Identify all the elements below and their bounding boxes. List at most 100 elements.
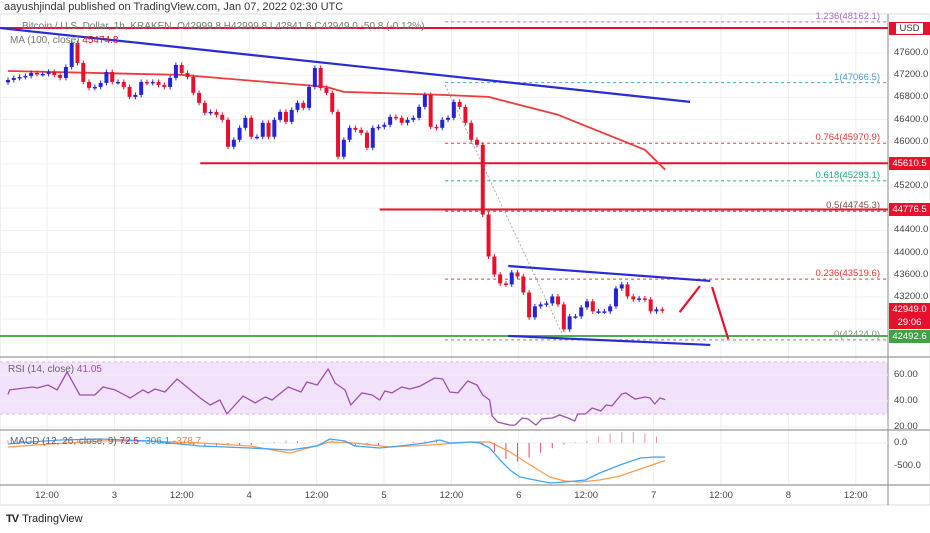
ma-legend: MA (100, close) 45474.8 <box>10 35 118 46</box>
bearish-candle <box>324 87 329 93</box>
fib-level-label: 0.236(43519.6) <box>815 268 880 280</box>
bullish-candle <box>573 316 578 318</box>
bullish-candle <box>278 111 283 120</box>
bearish-candle <box>127 86 132 97</box>
bearish-candle <box>144 81 149 84</box>
bearish-candle <box>457 101 462 107</box>
fib-level-label: 1.236(48162.1) <box>815 10 880 22</box>
bearish-candle <box>353 127 358 130</box>
bullish-candle <box>168 77 173 87</box>
bearish-candle <box>34 72 39 75</box>
bearish-candle <box>249 117 254 137</box>
bullish-candle <box>417 106 422 118</box>
bullish-candle <box>579 307 584 317</box>
bearish-candle <box>220 114 225 120</box>
support-badge-42492: 42492.6 <box>889 329 930 343</box>
price-tick-label: 44000.0 <box>894 246 929 258</box>
bearish-candle <box>81 62 86 82</box>
bearish-candle <box>58 74 63 78</box>
macd-signal-line <box>7 440 666 483</box>
bullish-candle <box>243 117 248 128</box>
time-tick-label: 6 <box>516 490 522 501</box>
bullish-candle <box>654 309 659 312</box>
symbol-legend: Bitcoin / U.S. Dollar, 1h, KRAKEN O42999… <box>22 21 424 32</box>
bearish-candle <box>480 144 485 215</box>
price-tick-label: 46000.0 <box>894 135 929 147</box>
bullish-candle <box>585 301 589 308</box>
bullish-candle <box>272 119 277 137</box>
descending-resistance-trendline <box>0 26 691 103</box>
bearish-candle <box>492 256 497 275</box>
bearish-candle <box>648 299 653 312</box>
ma-value: 45474.8 <box>82 35 119 46</box>
tradingview-logo[interactable]: TV TradingView <box>6 513 83 525</box>
resistance-badge-45610: 45610.5 <box>889 156 930 170</box>
projection-down-trendline <box>711 286 730 340</box>
time-tick-label: 7 <box>650 490 657 501</box>
fib-level-label: 0.618(45293.1) <box>815 169 880 181</box>
bearish-candle <box>359 129 364 133</box>
bearish-candle <box>162 84 167 87</box>
bullish-candle <box>613 288 618 307</box>
bearish-candle <box>121 81 126 87</box>
price-tick-label: 46400.0 <box>894 113 929 125</box>
bearish-candle <box>631 296 636 300</box>
bullish-candle <box>567 316 572 330</box>
bearish-candle <box>226 119 231 147</box>
bullish-candle <box>347 127 352 140</box>
fib-level-label: 1(47066.5) <box>834 71 880 83</box>
bullish-candle <box>133 94 138 97</box>
bearish-candle <box>336 111 341 157</box>
brand-name: TradingView <box>22 513 83 525</box>
bearish-candle <box>301 102 306 108</box>
bearish-candle <box>214 111 219 115</box>
bullish-candle <box>295 102 300 110</box>
currency-label[interactable]: USD <box>896 23 923 34</box>
bullish-candle <box>602 311 607 313</box>
last-price-badge: 42949.0 29:06 <box>889 302 930 329</box>
bearish-candle <box>393 116 398 119</box>
bullish-candle <box>6 79 10 83</box>
time-tick-label: 12:00 <box>169 490 194 501</box>
channel-top-trendline <box>508 264 711 283</box>
bearish-candle <box>87 81 92 88</box>
time-tick-label: 3 <box>111 490 118 501</box>
bullish-candle <box>376 126 381 129</box>
bullish-candle <box>382 124 387 127</box>
last-price: 42949.0 <box>892 303 927 315</box>
price-tick-label: 43200.0 <box>894 290 929 302</box>
time-tick-label: 12:00 <box>843 490 868 501</box>
bullish-candle <box>208 111 213 114</box>
bullish-candle <box>150 81 155 84</box>
bearish-candle <box>625 284 630 297</box>
bearish-candle <box>469 122 474 140</box>
top-line-badge: USD <box>889 22 930 35</box>
chart-frame <box>0 13 930 506</box>
bearish-candle <box>474 139 479 145</box>
bullish-candle <box>23 75 28 78</box>
bearish-candle <box>642 298 647 300</box>
bearish-candle <box>283 111 288 122</box>
bearish-candle <box>179 64 184 73</box>
rsi-legend: RSI (14, close) 41.05 <box>8 364 102 375</box>
bullish-candle <box>46 71 51 74</box>
bearish-candle <box>266 122 271 137</box>
channel-bottom-trendline <box>508 334 711 347</box>
bearish-candle <box>503 283 508 285</box>
bearish-candle <box>197 92 202 103</box>
projection-up-trendline <box>678 285 701 313</box>
bullish-candle <box>139 81 144 95</box>
bullish-candle <box>237 127 242 140</box>
time-tick-label: 12:00 <box>574 490 599 501</box>
bullish-candle <box>550 296 555 304</box>
bearish-candle <box>521 276 526 293</box>
price-tick-label: 45200.0 <box>894 180 929 191</box>
rsi-value: 41.05 <box>76 364 102 375</box>
bearish-candle <box>515 272 520 277</box>
bearish-candle <box>318 67 323 88</box>
bullish-candle <box>544 303 549 305</box>
bullish-candle <box>289 109 294 122</box>
time-tick-label: 5 <box>381 490 387 501</box>
